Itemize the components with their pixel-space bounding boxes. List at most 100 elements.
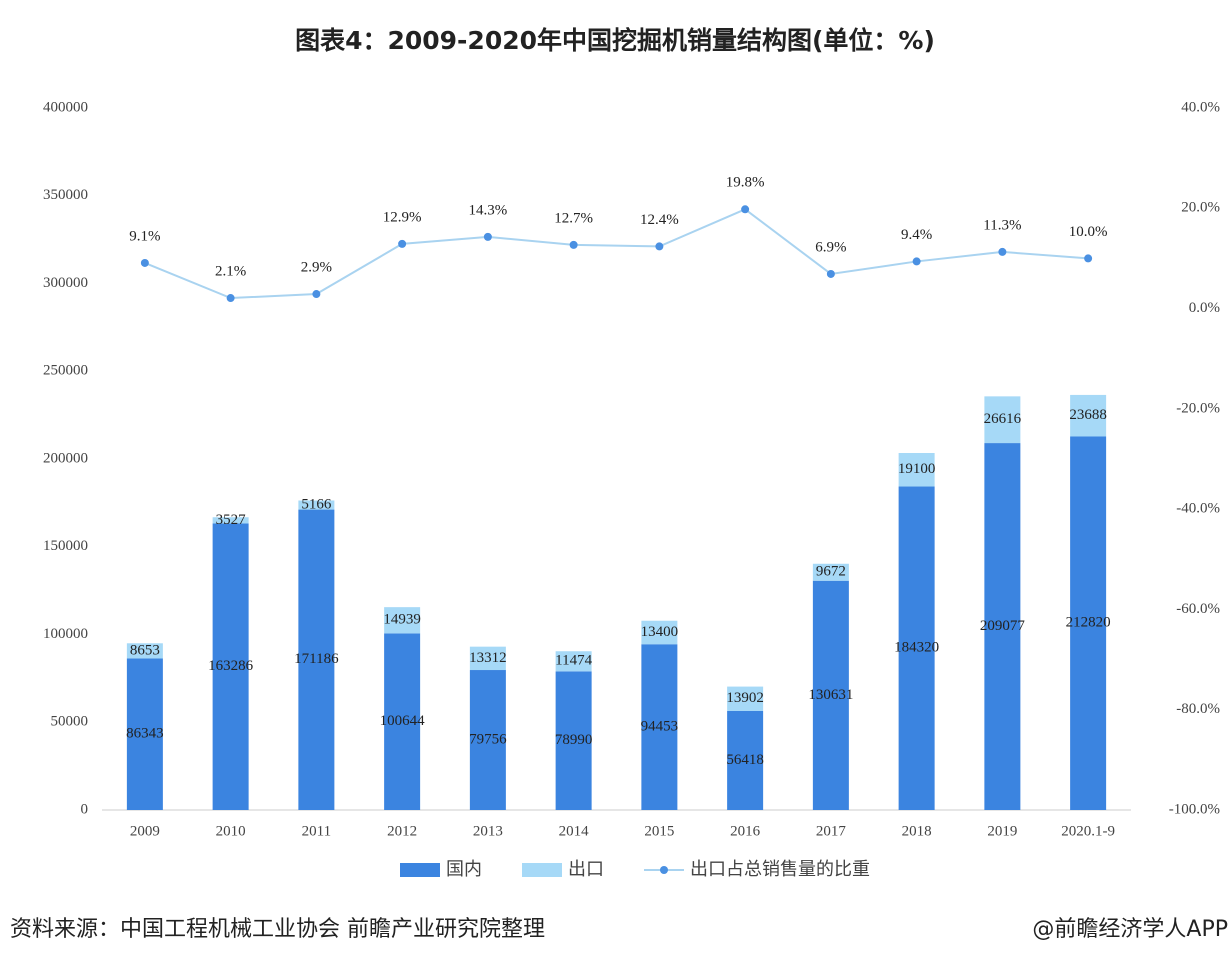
- data-label: 94453: [641, 719, 679, 735]
- data-label: 6.9%: [815, 239, 846, 255]
- data-label: 2.9%: [301, 259, 332, 275]
- bar-segment: [812, 580, 849, 810]
- x-tick-label: 2009: [130, 823, 160, 839]
- y-tick-label: 250000: [43, 363, 88, 379]
- bar-segment: [384, 607, 421, 634]
- x-tick-label: 2011: [302, 823, 331, 839]
- bar-segment: [384, 633, 421, 810]
- bar-segment: [212, 523, 249, 810]
- bar-segment: [555, 671, 592, 810]
- data-label: 56418: [726, 752, 764, 768]
- bar-segment: [641, 620, 678, 645]
- line: [144, 208, 1089, 300]
- bar-segment: [298, 500, 335, 510]
- line-marker: [826, 269, 835, 278]
- bar-segment: [898, 486, 935, 810]
- y2-tick-label: 20.0%: [1181, 200, 1220, 216]
- line-marker: [569, 240, 578, 249]
- data-label: 11474: [555, 653, 592, 669]
- data-label: 13312: [469, 650, 507, 666]
- line-marker: [998, 247, 1007, 256]
- legend-label: 出口: [568, 859, 604, 880]
- data-label: 209077: [980, 618, 1026, 634]
- bar-segment: [212, 517, 249, 524]
- legend-swatch: [522, 863, 562, 877]
- bar-segment: [1070, 394, 1107, 437]
- data-label: 5166: [301, 496, 332, 512]
- data-label: 13902: [726, 690, 764, 706]
- legend-label: 国内: [446, 859, 482, 880]
- y2-tick-label: -80.0%: [1176, 701, 1220, 717]
- x-tick-label: 2019: [987, 823, 1017, 839]
- line-marker: [226, 294, 235, 303]
- data-label: 79756: [469, 731, 507, 747]
- bar-segment: [126, 658, 163, 810]
- data-label: 14939: [383, 612, 421, 628]
- data-label: 9672: [816, 564, 846, 580]
- source: 资料来源：中国工程机械工业协会 前瞻产业研究院整理: [10, 917, 545, 942]
- bar-segment: [298, 509, 335, 810]
- data-label: 163286: [208, 658, 254, 674]
- bar-segment: [126, 643, 163, 659]
- x-tick-label: 2018: [902, 823, 932, 839]
- data-label: 19.8%: [726, 175, 765, 191]
- data-label: 10.0%: [1069, 224, 1108, 240]
- data-label: 9.4%: [901, 227, 932, 243]
- data-label: 100644: [380, 713, 426, 729]
- data-label: 184320: [894, 640, 939, 656]
- x-tick-label: 2016: [730, 823, 761, 839]
- data-label: 11.3%: [983, 217, 1021, 233]
- legend-label: 出口占总销售量的比重: [690, 859, 870, 880]
- chart-title: 图表4：2009-2020年中国挖掘机销量结构图(单位：%): [295, 26, 935, 55]
- y2-tick-label: -20.0%: [1176, 400, 1220, 416]
- x-tick-label: 2010: [216, 823, 246, 839]
- data-label: 212820: [1066, 615, 1111, 631]
- data-label: 12.9%: [383, 209, 422, 225]
- line-marker: [741, 205, 750, 214]
- data-label: 130631: [808, 687, 853, 703]
- line-marker: [655, 242, 664, 251]
- data-label: 86343: [126, 726, 164, 742]
- data-label: 12.4%: [640, 212, 679, 228]
- line-marker: [398, 239, 407, 248]
- y-tick-label: 300000: [43, 275, 88, 291]
- data-label: 9.1%: [129, 228, 160, 244]
- bar-segment: [555, 651, 592, 672]
- data-label: 14.3%: [469, 202, 508, 218]
- y-tick-label: 350000: [43, 187, 88, 203]
- x-tick-label: 2014: [559, 823, 590, 839]
- y2-tick-label: -100.0%: [1169, 801, 1220, 817]
- x-tick-label: 2015: [644, 823, 674, 839]
- bar-segment: [469, 646, 506, 671]
- bar-segment: [812, 563, 849, 581]
- bar-segment: [984, 443, 1021, 810]
- credit: @前瞻经济学人APP: [1032, 917, 1228, 942]
- data-label: 78990: [555, 732, 593, 748]
- bar-segment: [727, 710, 764, 810]
- line-marker: [312, 290, 321, 299]
- bar-segment: [898, 452, 935, 487]
- y-tick-label: 0: [81, 801, 89, 817]
- data-label: 2.1%: [215, 263, 246, 279]
- data-label: 19100: [898, 461, 936, 477]
- legend-marker: [660, 866, 668, 874]
- x-tick-label: 2013: [473, 823, 503, 839]
- data-label: 171186: [294, 651, 339, 667]
- x-tick-label: 2020.1-9: [1061, 823, 1115, 839]
- data-label: 12.7%: [554, 210, 593, 226]
- line-marker: [483, 232, 492, 241]
- bar-segment: [984, 396, 1021, 444]
- y-tick-label: 150000: [43, 538, 88, 554]
- y-tick-label: 100000: [43, 626, 88, 642]
- legend-swatch: [400, 863, 440, 877]
- data-label: 13400: [641, 624, 679, 640]
- data-label: 26616: [984, 411, 1022, 427]
- data-label: 23688: [1069, 407, 1107, 423]
- bar-segment: [727, 686, 764, 711]
- y2-tick-label: 40.0%: [1181, 99, 1220, 115]
- data-label: 8653: [130, 642, 160, 658]
- bar-segment: [1070, 436, 1107, 810]
- line-marker: [1084, 254, 1093, 263]
- y-tick-label: 200000: [43, 450, 88, 466]
